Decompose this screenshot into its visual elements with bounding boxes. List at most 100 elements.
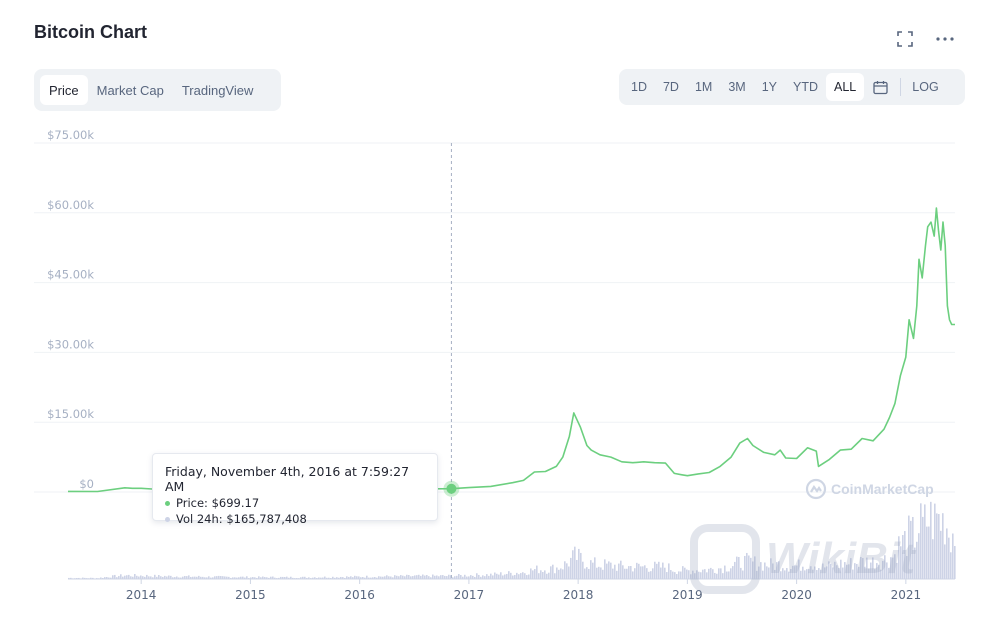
range-1y[interactable]: 1Y	[761, 80, 778, 94]
volume-bar	[610, 562, 612, 579]
volume-bar	[238, 577, 240, 579]
volume-bar	[138, 576, 140, 579]
volume-bar	[272, 576, 274, 579]
volume-bar	[514, 574, 516, 579]
tab-market-cap[interactable]: Market Cap	[96, 82, 164, 98]
volume-bar	[828, 561, 830, 579]
volume-bar	[174, 577, 176, 579]
volume-bar	[556, 567, 558, 579]
volume-bar	[188, 575, 190, 579]
volume-bar	[394, 575, 396, 579]
tab-price[interactable]: Price	[40, 75, 88, 105]
range-all[interactable]: ALL	[826, 73, 865, 101]
x-tick-label: 2017	[454, 588, 485, 602]
volume-bar	[372, 577, 374, 579]
volume-bar	[222, 576, 224, 579]
volume-bar	[112, 575, 114, 579]
volume-bar	[800, 570, 802, 579]
volume-bar	[540, 570, 542, 579]
volume-bar	[256, 577, 258, 579]
volume-bar	[804, 570, 806, 579]
volume-bar	[744, 555, 746, 579]
volume-bar	[774, 569, 776, 579]
volume-bar	[74, 578, 76, 579]
tab-tradingview[interactable]: TradingView	[181, 82, 254, 98]
volume-bar	[936, 513, 938, 579]
volume-bar	[834, 561, 836, 579]
volume-bar	[484, 576, 486, 579]
volume-bar	[316, 577, 318, 579]
volume-bar	[598, 566, 600, 579]
volume-bar	[762, 570, 764, 579]
price-line-series	[67, 207, 955, 493]
coinmarketcap-logo: CoinMarketCap	[805, 478, 934, 500]
volume-bar	[324, 576, 326, 579]
more-options-icon[interactable]	[934, 28, 956, 50]
volume-bar	[398, 576, 400, 579]
volume-bar	[490, 573, 492, 579]
range-divider	[900, 78, 902, 96]
volume-bar	[264, 577, 266, 579]
volume-bar	[860, 557, 862, 579]
volume-bar	[142, 576, 144, 579]
volume-bar	[806, 569, 808, 579]
volume-bar	[876, 563, 878, 579]
x-tick-label: 2018	[563, 588, 594, 602]
volume-bar	[696, 570, 698, 579]
volume-bar	[442, 575, 444, 579]
volume-bar	[454, 576, 456, 579]
volume-bar	[178, 577, 180, 579]
volume-bar	[612, 568, 614, 579]
volume-bar	[410, 576, 412, 579]
range-ytd[interactable]: YTD	[793, 80, 819, 94]
brand-name: CoinMarketCap	[831, 481, 934, 497]
volume-bar	[632, 571, 634, 579]
volume-bar	[576, 559, 578, 579]
volume-bar	[664, 567, 666, 579]
volume-bar	[100, 577, 102, 579]
volume-bar	[180, 577, 182, 579]
volume-bar	[586, 567, 588, 579]
volume-bar	[278, 577, 280, 579]
volume-bar	[274, 577, 276, 579]
volume-bar	[216, 576, 218, 579]
y-tick-label: $15.00k	[47, 407, 94, 421]
volume-bar	[566, 563, 568, 579]
volume-bar	[288, 577, 290, 579]
volume-bar	[764, 562, 766, 579]
volume-bar	[498, 574, 500, 579]
volume-bar	[270, 576, 272, 579]
volume-bar	[430, 577, 432, 579]
volume-bar	[92, 577, 94, 579]
range-3m[interactable]: 3M	[728, 80, 746, 94]
volume-bar	[300, 577, 302, 579]
fullscreen-icon[interactable]	[894, 28, 916, 50]
range-1d[interactable]: 1D	[631, 80, 647, 94]
volume-bar	[850, 558, 852, 579]
volume-bar	[508, 571, 510, 579]
volume-bar	[76, 578, 78, 579]
volume-bar	[838, 567, 840, 579]
volume-bar	[292, 577, 294, 579]
volume-bar	[856, 563, 858, 579]
volume-bar	[530, 568, 532, 579]
volume-bar	[378, 576, 380, 579]
volume-bar	[432, 574, 434, 579]
volume-bar	[884, 555, 886, 579]
range-7d[interactable]: 7D	[662, 80, 679, 94]
volume-bar	[106, 577, 108, 579]
volume-bar	[642, 566, 644, 579]
volume-bar	[362, 577, 364, 579]
volume-bar	[128, 574, 130, 579]
watermark-text: WikiBit	[766, 534, 915, 583]
volume-bar	[254, 577, 256, 579]
calendar-icon[interactable]	[864, 73, 897, 101]
volume-bar	[946, 528, 948, 579]
volume-bar	[78, 577, 80, 579]
range-1m[interactable]: 1M	[694, 80, 713, 94]
log-scale-toggle[interactable]: LOG	[912, 80, 939, 94]
volume-bar	[766, 566, 768, 579]
volume-bar	[758, 566, 760, 579]
volume-bar	[890, 557, 892, 579]
